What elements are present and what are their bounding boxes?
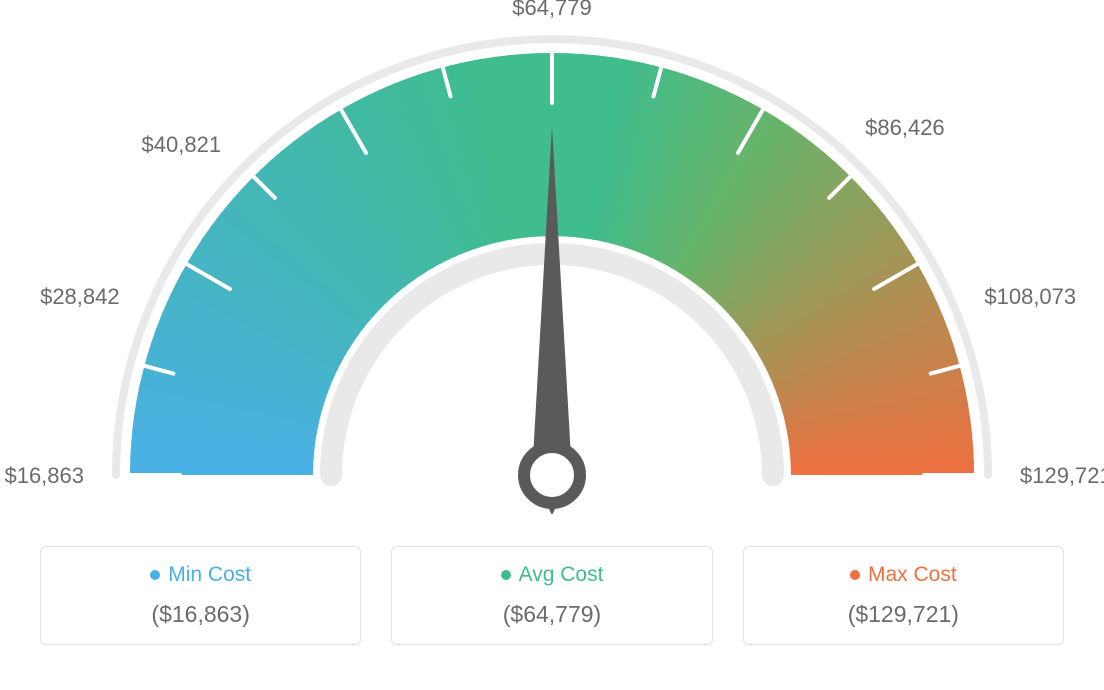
legend-value-avg: ($64,779) (400, 601, 703, 628)
legend-title-avg: Avg Cost (400, 563, 703, 587)
gauge-scale-label: $129,721 (1020, 463, 1104, 489)
gauge-scale-label: $86,426 (865, 115, 945, 141)
dot-icon (850, 570, 860, 580)
legend-row: Min Cost ($16,863) Avg Cost ($64,779) Ma… (0, 546, 1104, 645)
legend-card-avg: Avg Cost ($64,779) (391, 546, 712, 645)
gauge-scale-label: $64,779 (507, 0, 597, 21)
gauge-area: $16,863 $28,842 $40,821 $64,779 $86,426 $108,… (0, 0, 1104, 540)
legend-title-min: Min Cost (49, 563, 352, 587)
legend-card-max: Max Cost ($129,721) (743, 546, 1064, 645)
dot-icon (150, 570, 160, 580)
legend-title-text: Avg Cost (519, 563, 604, 587)
gauge-scale-label: $108,073 (984, 284, 1076, 310)
dot-icon (501, 570, 511, 580)
legend-title-text: Min Cost (168, 563, 251, 587)
cost-gauge-widget: $16,863 $28,842 $40,821 $64,779 $86,426 $108,… (0, 0, 1104, 690)
gauge-scale-label: $16,863 (0, 463, 84, 489)
legend-card-min: Min Cost ($16,863) (40, 546, 361, 645)
gauge-svg (0, 0, 1104, 540)
legend-value-min: ($16,863) (49, 601, 352, 628)
legend-value-max: ($129,721) (752, 601, 1055, 628)
gauge-scale-label: $40,821 (131, 132, 221, 158)
legend-title-max: Max Cost (752, 563, 1055, 587)
gauge-scale-label: $28,842 (30, 284, 120, 310)
legend-title-text: Max Cost (868, 563, 957, 587)
